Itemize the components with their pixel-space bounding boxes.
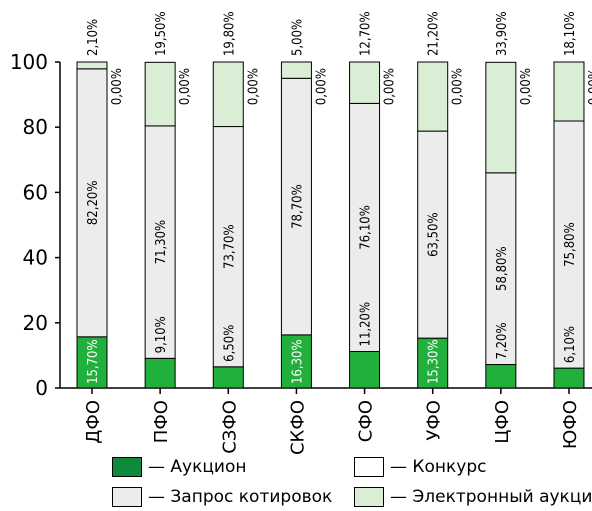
data-label-contest: 0,00% bbox=[451, 68, 466, 105]
y-tick-label: 60 bbox=[23, 180, 48, 204]
bar-segment-e-auction bbox=[280, 61, 312, 79]
y-tick-label: 40 bbox=[23, 246, 48, 270]
bar-segment-auction bbox=[553, 367, 585, 389]
data-label-e-auction: 33,90% bbox=[495, 11, 510, 56]
bar-segment-e-auction bbox=[144, 61, 176, 127]
data-label-auction: 15,70% bbox=[86, 339, 101, 384]
bar-segment-quote-request bbox=[280, 77, 312, 336]
data-label-contest: 0,00% bbox=[314, 68, 329, 105]
bar-segment-quote-request bbox=[485, 172, 517, 366]
x-tick-label: СЗФО bbox=[219, 400, 240, 454]
bar-segment-quote-request bbox=[212, 126, 244, 368]
data-label-quote-request: 82,20% bbox=[86, 181, 101, 226]
data-label-contest: 0,00% bbox=[383, 68, 398, 105]
data-label-quote-request: 75,80% bbox=[563, 222, 578, 267]
bar-segment-e-auction bbox=[212, 61, 244, 128]
data-label-quote-request: 78,70% bbox=[290, 184, 305, 229]
data-label-quote-request: 58,80% bbox=[495, 246, 510, 291]
bar-segment-e-auction bbox=[553, 61, 585, 122]
data-label-e-auction: 2,10% bbox=[86, 19, 101, 56]
data-label-e-auction: 21,20% bbox=[427, 11, 442, 56]
bar-segment-auction bbox=[144, 357, 176, 389]
data-label-e-auction: 5,00% bbox=[290, 19, 305, 56]
data-label-contest: 0,00% bbox=[519, 68, 534, 105]
data-label-e-auction: 18,10% bbox=[563, 11, 578, 56]
data-label-auction: 15,30% bbox=[427, 339, 442, 384]
bar-segment-auction bbox=[280, 334, 312, 389]
bar-segment-quote-request bbox=[349, 102, 381, 352]
data-label-auction: 6,10% bbox=[563, 326, 578, 363]
data-label-contest: 0,00% bbox=[587, 68, 592, 105]
y-tick-label: 0 bbox=[35, 376, 48, 400]
y-tick-label: 80 bbox=[23, 115, 48, 139]
data-label-e-auction: 12,70% bbox=[359, 11, 374, 56]
bar-segment-auction bbox=[485, 364, 517, 389]
bar-segment-e-auction bbox=[76, 61, 108, 70]
x-tick-label: СФО bbox=[356, 400, 377, 442]
data-label-auction: 7,20% bbox=[495, 322, 510, 359]
data-label-contest: 0,00% bbox=[110, 68, 125, 105]
bar-segment-quote-request bbox=[144, 125, 176, 359]
bar-segment-auction bbox=[417, 337, 449, 389]
data-label-contest: 0,00% bbox=[178, 68, 193, 105]
bar-segment-auction bbox=[212, 366, 244, 389]
bar-segment-e-auction bbox=[417, 61, 449, 132]
bar-segment-auction bbox=[349, 350, 381, 389]
bar-segment-quote-request bbox=[76, 68, 108, 338]
bar-segment-e-auction bbox=[485, 61, 517, 174]
x-tick-label: ЦФО bbox=[492, 400, 513, 444]
x-tick-label: ДФО bbox=[83, 400, 104, 444]
data-label-e-auction: 19,80% bbox=[222, 11, 237, 56]
x-tick-label: ЮФО bbox=[560, 400, 581, 449]
data-label-contest: 0,00% bbox=[246, 68, 261, 105]
bar-segment-quote-request bbox=[553, 120, 585, 369]
x-tick-label: УФО bbox=[424, 400, 445, 441]
data-label-auction: 16,30% bbox=[290, 339, 305, 384]
data-label-quote-request: 76,10% bbox=[359, 205, 374, 250]
data-label-e-auction: 19,50% bbox=[154, 11, 169, 56]
y-tick-label: 100 bbox=[10, 50, 48, 74]
bar-segment-e-auction bbox=[349, 61, 381, 104]
y-tick-label: 20 bbox=[23, 311, 48, 335]
x-tick-label: ПФО bbox=[151, 400, 172, 443]
data-label-auction: 9,10% bbox=[154, 316, 169, 353]
data-label-quote-request: 73,70% bbox=[222, 224, 237, 269]
bar-segment-quote-request bbox=[417, 130, 449, 339]
data-label-auction: 6,50% bbox=[222, 325, 237, 362]
data-label-quote-request: 71,30% bbox=[154, 220, 169, 265]
x-tick-label: СКФО bbox=[287, 400, 308, 455]
data-label-auction: 11,20% bbox=[359, 302, 374, 347]
data-label-quote-request: 63,50% bbox=[427, 212, 442, 257]
